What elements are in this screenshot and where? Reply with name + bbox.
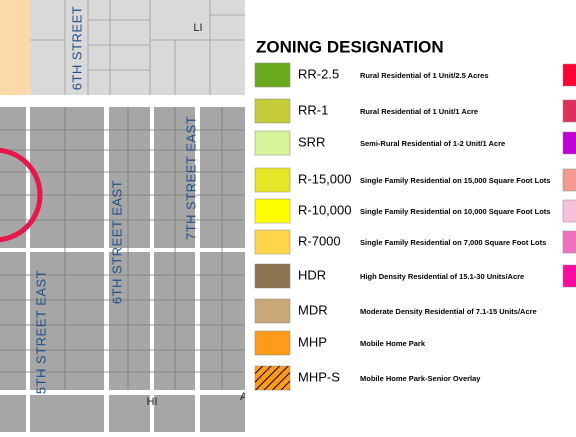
parcel-lines-bottom [0, 107, 245, 390]
legend-panel [245, 0, 576, 432]
street-label: 6TH STREET [69, 6, 84, 90]
legend-swatch [562, 131, 576, 155]
street-label: 7TH STREET EAST [183, 116, 198, 240]
legend-swatch [254, 167, 291, 193]
legend-description: Single Family Residential on 10,000 Squa… [360, 207, 550, 216]
legend-description: Semi-Rural Residential of 1-2 Unit/1 Acr… [360, 139, 505, 148]
zone-label: HI [147, 396, 158, 408]
road [0, 95, 245, 107]
zone-label: LI [193, 22, 202, 34]
legend-description: Single Family Residential on 7,000 Squar… [360, 238, 546, 247]
legend-description: Rural Residential of 1 Unit/2.5 Acres [360, 71, 489, 80]
legend-code: R-15,000 [298, 171, 351, 186]
legend-swatch [562, 264, 576, 288]
parcels-bottom [0, 107, 245, 432]
legend-code: RR-2.5 [298, 66, 339, 81]
legend-swatch [254, 198, 291, 224]
legend-swatch [562, 230, 576, 254]
legend-code: R-7000 [298, 233, 341, 248]
roads-bottom [0, 107, 245, 432]
legend-code: R-10,000 [298, 202, 351, 217]
street-label: 6TH STREET EAST [109, 180, 124, 304]
legend-code: MHP [298, 334, 327, 349]
legend-description: High Density Residential of 15.1-30 Unit… [360, 272, 524, 281]
zone-area [0, 0, 30, 95]
parcels-top [0, 0, 245, 97]
legend-swatch [254, 298, 291, 324]
legend-swatch [254, 130, 291, 156]
map-area: 6TH STREET 7TH STREET EAST 6TH STREET EA… [0, 0, 248, 432]
legend-description: Rural Residential of 1 Unit/1 Acre [360, 107, 478, 116]
legend-title: ZONING DESIGNATION [256, 37, 444, 56]
legend-swatch [562, 99, 576, 123]
legend-code: MDR [298, 302, 328, 317]
zone-label: A [240, 391, 248, 403]
highlight-circle [0, 147, 43, 243]
legend-swatch [562, 199, 576, 223]
legend-swatch [562, 63, 576, 87]
legend-code: SRR [298, 134, 325, 149]
legend-swatch [254, 62, 291, 88]
legend-description: Single Family Residential on 15,000 Squa… [360, 176, 550, 185]
legend-description: Moderate Density Residential of 7.1-15 U… [360, 307, 537, 316]
legend-code: RR-1 [298, 102, 328, 117]
legend-swatch [562, 168, 576, 192]
parcel-lines-top [30, 0, 245, 95]
legend-code: HDR [298, 267, 326, 282]
legend-swatch [254, 330, 291, 356]
legend-description: Mobile Home Park-Senior Overlay [360, 374, 481, 383]
street-label: 5TH STREET EAST [33, 270, 48, 394]
legend-description: Mobile Home Park [360, 339, 426, 348]
legend-code: MHP-S [298, 369, 340, 384]
legend-swatch [254, 263, 291, 289]
legend-swatch [254, 98, 291, 124]
legend-swatch-hatch [255, 366, 290, 390]
legend-swatch [254, 229, 291, 255]
